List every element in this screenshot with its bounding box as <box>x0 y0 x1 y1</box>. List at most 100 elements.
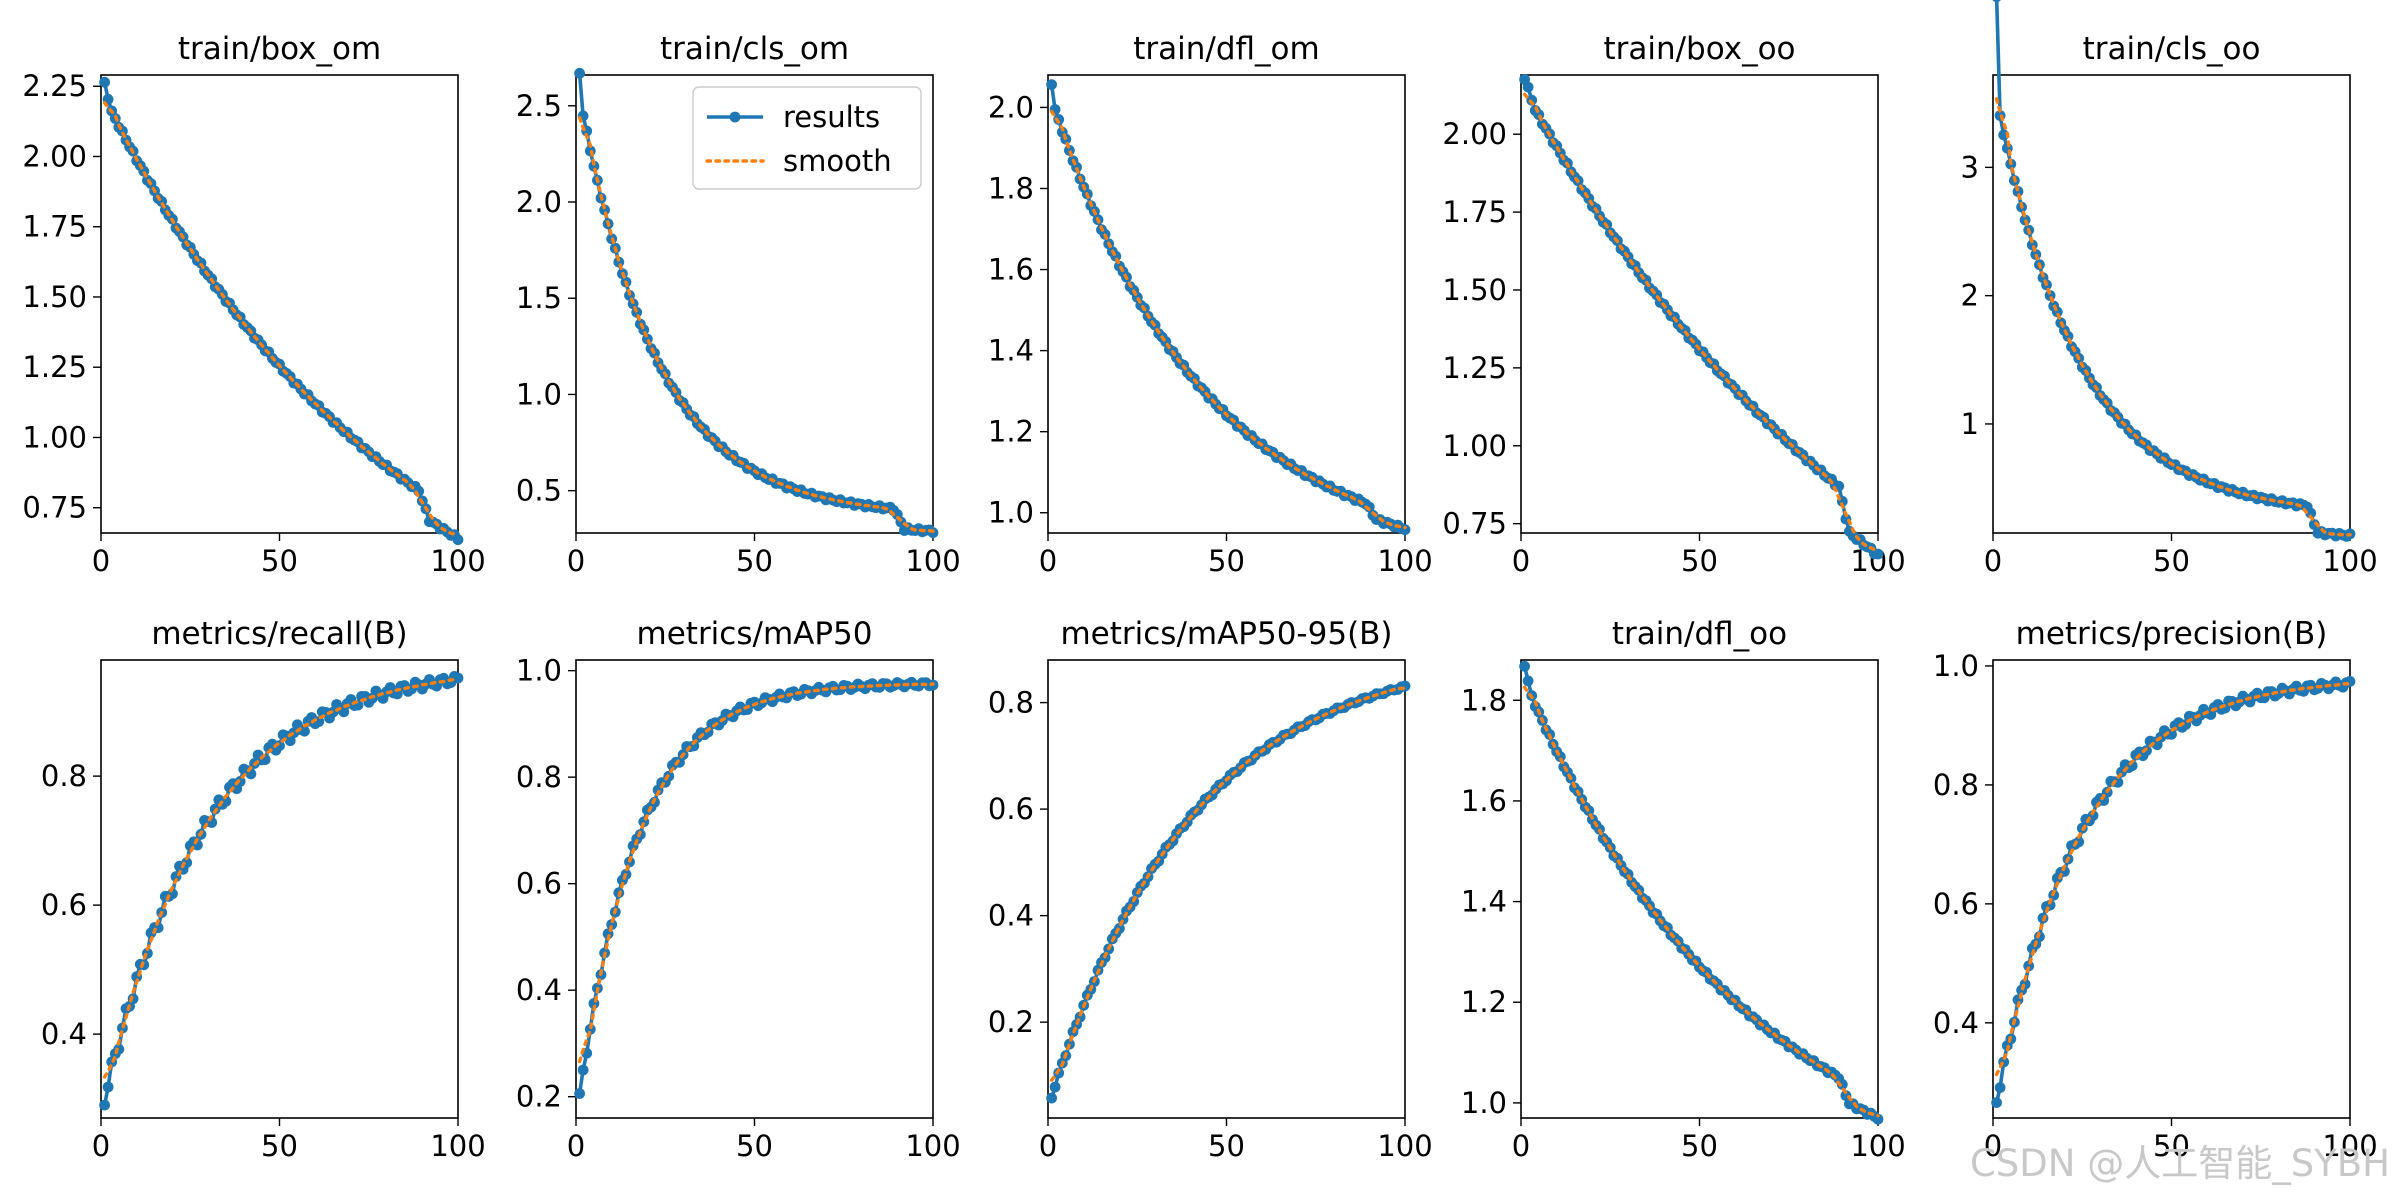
y-tick-label: 1.50 <box>22 280 87 314</box>
chart-title: train/dfl_oo <box>1612 616 1787 652</box>
x-tick-label: 0 <box>92 1129 110 1163</box>
x-tick-label: 100 <box>1377 1129 1432 1163</box>
x-tick-label: 50 <box>2153 1129 2190 1163</box>
results-point <box>2305 507 2317 519</box>
y-tick-label: 1.2 <box>1461 985 1507 1019</box>
x-tick-label: 50 <box>736 1129 773 1163</box>
x-tick-label: 100 <box>905 544 960 578</box>
y-tick-label: 1.25 <box>1442 351 1507 385</box>
x-tick-label: 0 <box>1039 1129 1057 1163</box>
results-point <box>584 1023 596 1035</box>
results-point <box>1519 660 1530 672</box>
y-tick-label: 1.5 <box>516 281 562 315</box>
x-tick-label: 0 <box>567 1129 585 1163</box>
results-point <box>452 672 464 684</box>
results-point <box>1992 0 2001 3</box>
results-point <box>599 204 610 216</box>
x-tick-label: 100 <box>2322 544 2377 578</box>
results-point <box>1991 1097 2002 1108</box>
y-tick-label: 0.75 <box>1442 507 1507 541</box>
x-tick-label: 100 <box>430 1129 485 1163</box>
y-tick-label: 0.6 <box>41 888 87 922</box>
x-tick-label: 0 <box>1512 1129 1530 1163</box>
smooth-series-line <box>1049 686 1407 1083</box>
x-tick-label: 50 <box>261 544 298 578</box>
y-tick-label: 0.8 <box>1933 768 1979 802</box>
y-tick-label: 0.8 <box>41 759 87 793</box>
y-tick-label: 0.4 <box>516 973 562 1007</box>
y-tick-label: 1.6 <box>988 253 1034 287</box>
legend: results smooth <box>692 86 922 190</box>
results-point <box>99 1099 110 1111</box>
y-tick-label: 1.00 <box>1442 429 1507 463</box>
smooth-series-line <box>1994 681 2352 1077</box>
results-point <box>574 67 585 79</box>
legend-box <box>692 86 922 190</box>
y-tick-label: 2.0 <box>988 90 1034 124</box>
results-point <box>1363 501 1375 513</box>
y-tick-label: 1 <box>1961 407 1979 441</box>
smooth-series-line <box>1522 92 1880 553</box>
results-point <box>1994 1082 2006 1093</box>
results-point <box>1399 524 1411 536</box>
y-tick-label: 1.25 <box>22 350 87 384</box>
x-tick-label: 50 <box>2153 544 2190 578</box>
results-point <box>1049 1081 1061 1093</box>
x-tick-label: 100 <box>905 1129 960 1163</box>
x-tick-label: 0 <box>1984 1129 2002 1163</box>
y-tick-label: 1.4 <box>1461 885 1507 919</box>
results-point <box>1046 79 1057 90</box>
results-point <box>452 534 464 546</box>
results-point <box>299 725 310 737</box>
y-tick-label: 2.25 <box>22 69 87 103</box>
y-tick-label: 1.2 <box>988 415 1034 449</box>
smooth-series-line <box>577 116 935 533</box>
y-tick-label: 1.75 <box>22 210 87 244</box>
smooth-series-line <box>1522 685 1880 1118</box>
results-point <box>1872 1113 1884 1125</box>
y-tick-label: 1.8 <box>1461 683 1507 717</box>
chart-title: train/box_oo <box>1603 31 1795 67</box>
chart-panel-metrics-map50-95-b: metrics/mAP50-95(B) 0 50 100 0.2 0.4 0.6 0.8 <box>988 616 1433 1163</box>
y-tick-label: 2.0 <box>516 185 562 219</box>
x-tick-label: 50 <box>1681 544 1718 578</box>
y-tick-label: 0.6 <box>1933 887 1979 921</box>
chart-panel-train-cls-oo: train/cls_oo 0 50 100 1 2 3 <box>1961 0 2378 578</box>
x-tick-label: 100 <box>430 544 485 578</box>
chart-title: train/cls_oo <box>2083 31 2261 67</box>
y-tick-label: 0.5 <box>516 474 562 508</box>
smooth-series-line <box>577 682 935 1064</box>
results-point <box>1872 548 1884 560</box>
y-tick-label: 2.00 <box>22 139 87 173</box>
y-tick-label: 0.8 <box>988 686 1034 720</box>
results-point <box>2166 728 2177 740</box>
chart-panel-metrics-recall-b: metrics/recall(B) 0 50 100 0.4 0.6 0.8 <box>41 616 486 1163</box>
results-point <box>1522 81 1534 93</box>
chart-title: train/cls_om <box>660 31 849 67</box>
y-tick-label: 2.00 <box>1442 117 1507 151</box>
x-tick-label: 100 <box>1850 1129 1905 1163</box>
x-tick-label: 0 <box>1512 544 1530 578</box>
y-tick-label: 0.75 <box>22 491 87 525</box>
y-tick-label: 2.5 <box>516 89 562 123</box>
legend-results-label: results <box>783 100 880 134</box>
smooth-series-line <box>1049 109 1407 530</box>
results-point <box>220 795 232 807</box>
legend-smooth-label: smooth <box>783 144 892 178</box>
y-tick-label: 1.8 <box>988 171 1034 205</box>
chart-panel-train-box-oo: train/box_oo0 50 1000.751.001.251.501.752.… <box>1442 31 1905 578</box>
x-tick-label: 50 <box>1208 544 1245 578</box>
subplot-grid: train/box_om0 50 1000.751.001.251.501.752.… <box>22 0 2378 1163</box>
y-tick-label: 0.4 <box>41 1017 87 1051</box>
y-tick-label: 0.2 <box>988 1005 1034 1039</box>
y-tick-label: 1.0 <box>1461 1086 1507 1120</box>
legend-results-marker <box>729 111 741 123</box>
results-point <box>2112 776 2124 788</box>
y-tick-label: 1.50 <box>1442 273 1507 307</box>
y-tick-label: 1.0 <box>516 654 562 688</box>
x-tick-label: 50 <box>261 1129 298 1163</box>
x-tick-label: 50 <box>736 544 773 578</box>
results-point <box>688 740 700 752</box>
results-point <box>606 919 618 930</box>
